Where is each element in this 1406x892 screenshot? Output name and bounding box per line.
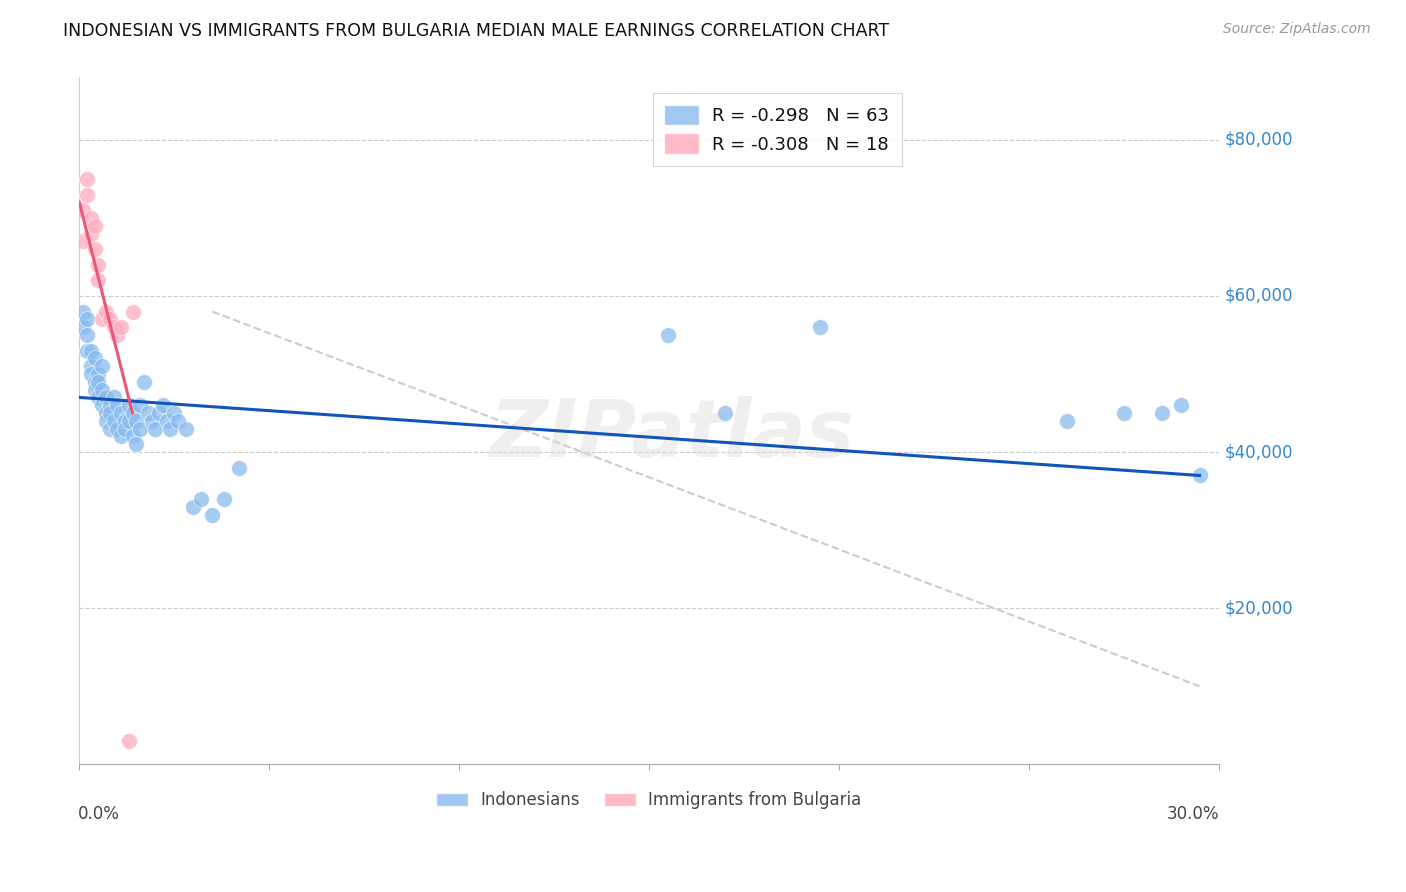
Point [129,422,152,436]
Point [114,414,136,428]
Point [76,187,98,202]
Point [118,398,141,412]
Point [121,406,143,420]
Point [80,359,103,374]
Point [105,422,128,436]
Point [91,359,114,374]
Point [110,429,132,443]
Point [72,235,94,249]
Point [132,375,155,389]
Point [156,414,179,428]
Point [121,429,143,443]
Point [105,398,128,412]
Point [159,422,181,436]
Point [118,414,141,428]
Point [94,414,117,428]
Point [167,414,190,428]
Point [80,367,103,381]
Point [76,328,98,343]
Point [91,398,114,412]
Text: $20,000: $20,000 [1225,599,1294,617]
Point [136,406,159,420]
Point [174,422,197,436]
Point [110,320,132,334]
Point [76,343,98,358]
Point [72,203,94,218]
Point [1170,398,1192,412]
Point [201,508,224,522]
Point [212,491,235,506]
Point [83,383,105,397]
Point [83,219,105,233]
Text: $80,000: $80,000 [1225,131,1292,149]
Point [83,351,105,366]
Text: ZIPatlas: ZIPatlas [489,395,855,474]
Point [114,422,136,436]
Point [94,304,117,318]
Point [91,312,114,326]
Point [83,242,105,256]
Point [181,500,204,514]
Point [141,414,163,428]
Point [1150,406,1173,420]
Point [76,312,98,326]
Point [163,406,186,420]
Point [103,414,125,428]
Text: $40,000: $40,000 [1225,443,1292,461]
Point [91,383,114,397]
Point [80,211,103,225]
Point [72,320,94,334]
Point [87,375,110,389]
Point [83,375,105,389]
Point [228,460,250,475]
Point [98,398,121,412]
Point [152,398,174,412]
Point [143,422,166,436]
Point [118,734,141,748]
Point [87,367,110,381]
Point [129,398,152,412]
Point [87,258,110,272]
Text: $60,000: $60,000 [1225,287,1292,305]
Point [98,406,121,420]
Point [190,491,212,506]
Point [125,437,148,451]
Point [80,227,103,241]
Point [103,320,125,334]
Legend: Indonesians, Immigrants from Bulgaria: Indonesians, Immigrants from Bulgaria [429,783,869,818]
Point [110,406,132,420]
Point [98,312,121,326]
Point [105,328,128,343]
Point [714,406,737,420]
Point [94,391,117,405]
Point [125,414,148,428]
Point [72,304,94,318]
Point [80,343,103,358]
Point [87,273,110,287]
Point [121,304,143,318]
Point [94,406,117,420]
Point [103,391,125,405]
Point [98,422,121,436]
Text: INDONESIAN VS IMMIGRANTS FROM BULGARIA MEDIAN MALE EARNINGS CORRELATION CHART: INDONESIAN VS IMMIGRANTS FROM BULGARIA M… [63,22,890,40]
Text: 30.0%: 30.0% [1167,805,1219,823]
Text: 0.0%: 0.0% [79,805,120,823]
Point [808,320,831,334]
Point [657,328,679,343]
Point [1112,406,1135,420]
Text: Source: ZipAtlas.com: Source: ZipAtlas.com [1223,22,1371,37]
Point [1056,414,1078,428]
Point [87,391,110,405]
Point [76,172,98,186]
Point [148,406,170,420]
Point [1188,468,1211,483]
